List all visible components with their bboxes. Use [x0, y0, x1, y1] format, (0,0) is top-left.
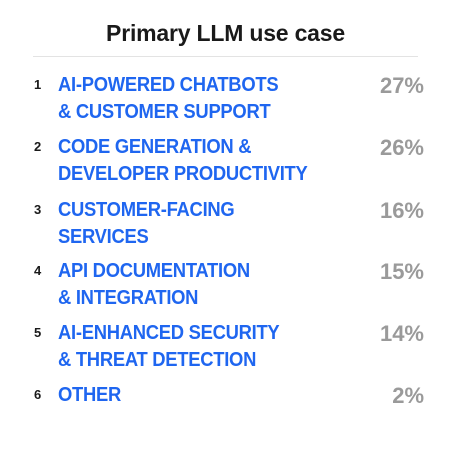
rank-number: 5 — [34, 325, 42, 340]
use-case-label-line: CODE GENERATION & — [58, 136, 252, 158]
use-case-label: AI-POWERED CHATBOTS & CUSTOMER SUPPORT — [58, 72, 334, 126]
percentage-value: 2% — [392, 383, 424, 408]
rank-number: 3 — [34, 202, 42, 217]
use-case-label: CODE GENERATION & DEVELOPER PRODUCTIVITY — [58, 134, 334, 188]
rank-number: 2 — [34, 139, 42, 154]
use-case-label-line: SERVICES — [58, 226, 149, 248]
percentage-value: 16% — [379, 198, 424, 223]
use-case-label-line: API DOCUMENTATION — [58, 260, 250, 282]
percentage-value: 15% — [379, 259, 424, 284]
use-case-label-line: & THREAT DETECTION — [58, 349, 257, 371]
use-case-label: OTHER — [58, 382, 334, 409]
chart-title: Primary LLM use case — [106, 20, 345, 46]
use-case-label-line: AI-ENHANCED SECURITY — [58, 322, 280, 344]
rank-number: 1 — [34, 77, 42, 92]
rank-number: 6 — [34, 387, 42, 402]
use-case-label-line: OTHER — [58, 384, 122, 406]
use-case-label-line: & INTEGRATION — [58, 287, 199, 309]
use-case-label-line: CUSTOMER-FACING — [58, 199, 235, 221]
use-case-label: API DOCUMENTATION & INTEGRATION — [58, 258, 334, 312]
use-case-label: AI-ENHANCED SECURITY & THREAT DETECTION — [58, 320, 334, 374]
use-case-label-line: & CUSTOMER SUPPORT — [58, 101, 271, 123]
use-case-label-line: AI-POWERED CHATBOTS — [58, 74, 279, 96]
rank-number: 4 — [34, 263, 42, 278]
percentage-value: 27% — [379, 73, 424, 98]
title-divider — [33, 56, 418, 57]
percentage-value: 26% — [379, 135, 424, 160]
use-case-label: CUSTOMER-FACING SERVICES — [58, 197, 334, 251]
use-case-label-line: DEVELOPER PRODUCTIVITY — [58, 163, 308, 185]
percentage-value: 14% — [379, 321, 424, 346]
